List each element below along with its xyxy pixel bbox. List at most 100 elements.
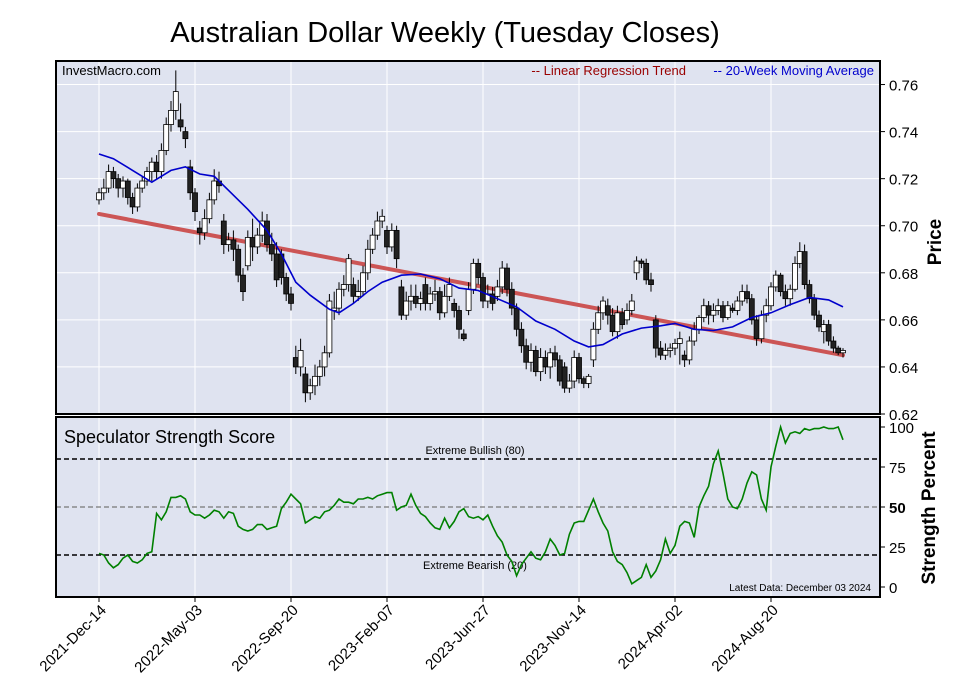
price-axis-label: Price — [925, 219, 946, 265]
candle-body — [148, 161, 155, 173]
candle-body — [432, 291, 438, 295]
candle-body — [321, 352, 328, 368]
candle — [518, 322, 525, 353]
candle — [724, 301, 731, 320]
candle-body — [816, 314, 822, 328]
legend-moving-average: -- 20-Week Moving Average — [713, 63, 874, 78]
strength-tick-label: 100 — [889, 420, 914, 437]
candle-body — [523, 345, 530, 363]
candle-body — [144, 171, 150, 182]
candle — [624, 303, 630, 325]
candle-body — [600, 300, 606, 314]
candle-body — [201, 218, 208, 234]
candle-body — [350, 284, 357, 297]
candle-body — [840, 350, 846, 354]
candle — [806, 279, 813, 304]
candle-body — [288, 293, 294, 304]
candle — [662, 343, 669, 360]
price-tick-label: 0.64 — [889, 360, 918, 377]
candle-body — [648, 279, 654, 285]
candle-body — [307, 385, 314, 394]
candle-body — [360, 272, 366, 293]
candle-body — [624, 310, 630, 321]
candle-body — [580, 378, 587, 384]
candle-body — [379, 215, 386, 222]
candle-body — [700, 305, 707, 318]
candle-body — [686, 340, 693, 361]
candle — [302, 366, 309, 403]
candle — [235, 244, 242, 283]
candle — [801, 244, 808, 290]
candle — [777, 272, 784, 297]
candle-body — [556, 359, 563, 382]
candle-body — [768, 286, 774, 307]
candle — [336, 282, 342, 316]
legend-regression-trend: -- Linear Regression Trend — [531, 63, 686, 78]
candle-body — [249, 237, 256, 248]
candle-body — [561, 366, 568, 389]
strength-axis-label: Strength Percent — [919, 431, 940, 585]
candle-body — [388, 230, 395, 248]
candle — [379, 209, 386, 229]
candle — [825, 319, 832, 346]
x-tick-label: 2023-Feb-07 — [325, 602, 398, 675]
price-tick-label: 0.74 — [889, 125, 918, 142]
candle — [403, 291, 410, 320]
candle-body — [504, 267, 510, 290]
candle — [672, 338, 678, 356]
candle — [211, 169, 218, 205]
candle-body — [763, 305, 770, 316]
candle-body — [441, 295, 448, 314]
candle-body — [163, 124, 170, 151]
candle-body — [672, 342, 678, 349]
price-tick-label: 0.66 — [889, 313, 918, 330]
candle-body — [652, 319, 659, 349]
candle — [364, 239, 371, 280]
x-tick-label: 2021-Dec-14 — [36, 602, 109, 675]
candle-body — [825, 324, 832, 342]
candle-body — [211, 180, 218, 201]
candle — [163, 117, 170, 156]
candle — [340, 275, 347, 297]
candle-body — [264, 220, 270, 245]
candle — [816, 310, 822, 332]
candle — [532, 345, 539, 377]
candle-body — [820, 324, 827, 333]
strength-tick-label: 25 — [889, 540, 906, 557]
candle — [513, 303, 520, 337]
candle-body — [369, 234, 376, 250]
candle-body — [720, 305, 726, 318]
candle-body — [830, 340, 837, 349]
x-tick-label: 2022-Sep-20 — [228, 602, 301, 675]
candle — [427, 286, 434, 311]
candle-body — [772, 274, 779, 288]
candle-body — [283, 277, 290, 295]
candle-body — [398, 286, 405, 316]
candle-body — [715, 305, 722, 311]
candle-body — [470, 262, 477, 290]
candle — [374, 211, 381, 240]
candle-body — [729, 307, 736, 311]
candle — [576, 352, 582, 384]
candle-body — [566, 380, 573, 389]
candle-body — [336, 288, 342, 309]
candle-body — [254, 234, 261, 248]
candle-body — [316, 366, 323, 377]
candle — [355, 279, 362, 302]
x-tick-label: 2023-Jun-27 — [422, 602, 494, 674]
candle-body — [508, 288, 515, 309]
extreme-bullish-label: Extreme Bullish (80) — [425, 445, 524, 457]
candle — [297, 338, 304, 377]
candle-body — [427, 293, 434, 304]
candle-body — [384, 230, 390, 248]
candle-body — [710, 310, 717, 316]
candle — [676, 331, 683, 365]
candle-body — [422, 284, 429, 304]
candle — [124, 178, 131, 205]
candle-body — [153, 161, 160, 173]
candle-body — [412, 295, 419, 304]
candle-body — [753, 319, 760, 340]
candle-body — [456, 310, 462, 330]
candle-body — [120, 180, 126, 189]
candle-body — [312, 375, 318, 387]
